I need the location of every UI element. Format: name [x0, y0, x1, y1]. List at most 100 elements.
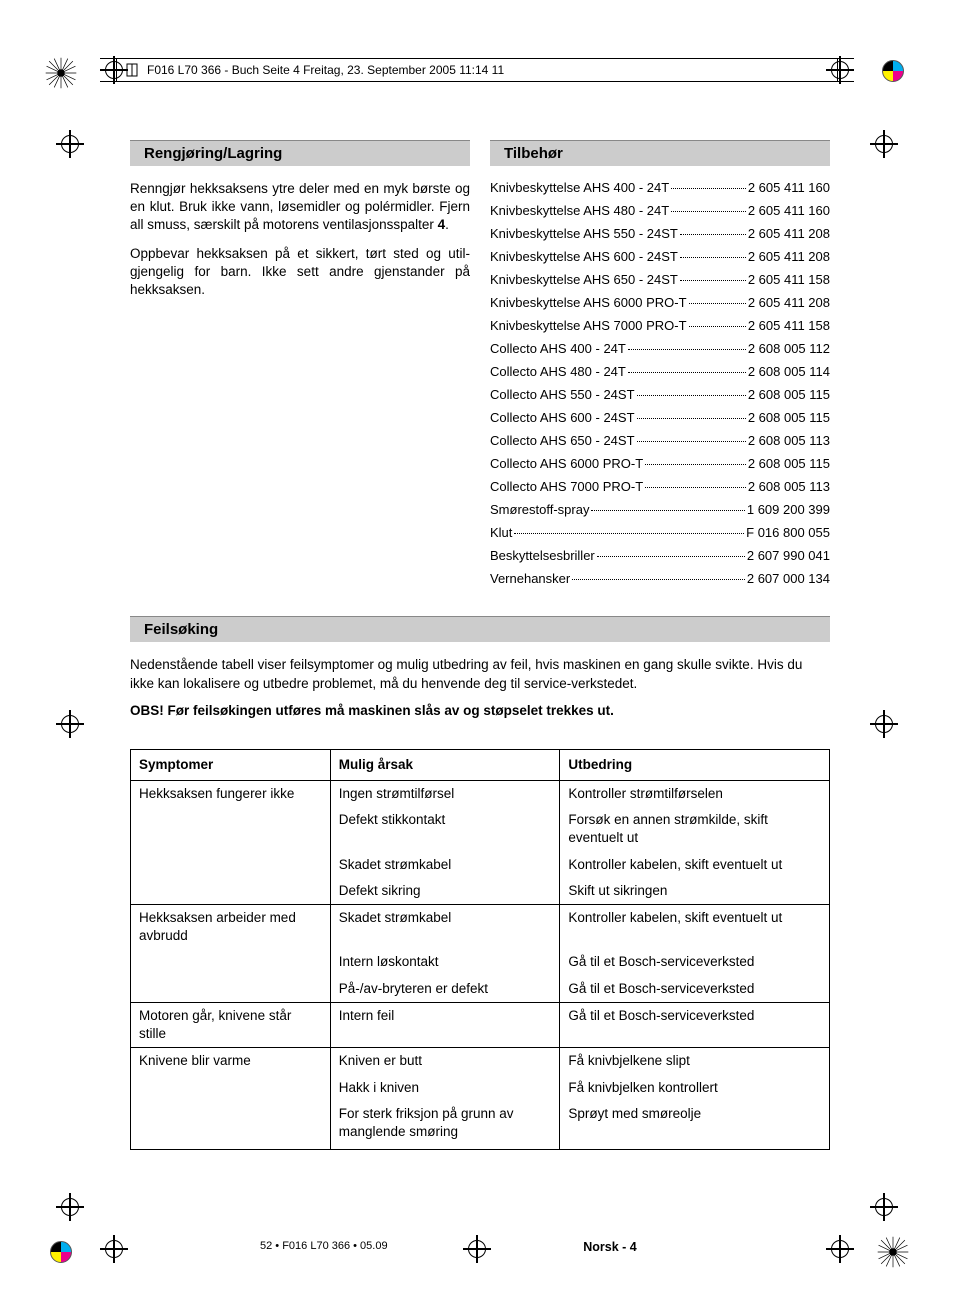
- table-row: På-/av-bryteren er defektGå til et Bosch…: [131, 976, 830, 1003]
- cell-symptom: Knivene blir varme: [131, 1048, 331, 1075]
- leader-dots: [689, 303, 746, 304]
- accessory-row: Knivbeskyttelse AHS 6000 PRO-T 2 605 411 …: [490, 295, 830, 310]
- accessory-number: 2 605 411 158: [748, 318, 830, 333]
- section-header-cleaning: Rengjøring/Lagring: [130, 140, 470, 166]
- leader-dots: [637, 395, 746, 396]
- accessory-name: Vernehansker: [490, 571, 570, 586]
- cell-symptom: Hekksaksen fungerer ikke: [131, 780, 331, 807]
- accessory-row: Vernehansker2 607 000 134: [490, 571, 830, 586]
- footer-left: 52 • F016 L70 366 • 05.09: [260, 1240, 388, 1252]
- leader-dots: [572, 579, 745, 580]
- cleaning-paragraph-2: Oppbevar hekksaksen på et sikkert, tørt …: [130, 245, 470, 300]
- accessory-number: 2 608 005 114: [748, 364, 830, 379]
- accessory-row: Collecto AHS 650 - 24ST2 608 005 113: [490, 433, 830, 448]
- table-row: Defekt sikringSkift ut sikringen: [131, 878, 830, 905]
- leader-dots: [514, 533, 744, 534]
- accessory-number: 2 608 005 113: [748, 479, 830, 494]
- accessory-row: Collecto AHS 550 - 24ST2 608 005 115: [490, 387, 830, 402]
- cell-cause: Skadet strømkabel: [330, 852, 560, 878]
- color-registration-icon: [50, 1241, 72, 1263]
- cell-cause: På-/av-bryteren er defekt: [330, 976, 560, 1003]
- cell-cause: Skadet strømkabel: [330, 904, 560, 949]
- th-symptom: Symptomer: [131, 749, 331, 780]
- accessory-name: Collecto AHS 7000 PRO-T: [490, 479, 643, 494]
- accessory-row: Collecto AHS 7000 PRO-T 2 608 005 113: [490, 479, 830, 494]
- leader-dots: [689, 326, 746, 327]
- cell-symptom: [131, 949, 331, 975]
- accessory-row: Knivbeskyttelse AHS 550 - 24ST 2 605 411 …: [490, 226, 830, 241]
- accessory-name: Collecto AHS 480 - 24T: [490, 364, 626, 379]
- accessory-name: Collecto AHS 400 - 24T: [490, 341, 626, 356]
- book-icon: [125, 62, 141, 78]
- accessory-row: Knivbeskyttelse AHS 400 - 24T2 605 411 1…: [490, 180, 830, 195]
- cell-fix: Få knivbjelkene slipt: [560, 1048, 830, 1075]
- cell-cause: Intern feil: [330, 1002, 560, 1047]
- table-row: Skadet strømkabelKontroller kabelen, ski…: [131, 852, 830, 878]
- cell-fix: Skift ut sikringen: [560, 878, 830, 905]
- accessory-number: 2 608 005 115: [748, 456, 830, 471]
- corner-mark-icon: [44, 56, 78, 90]
- cell-fix: Gå til et Bosch-serviceverksted: [560, 949, 830, 975]
- page-body: Rengjøring/Lagring Renngjør hekksaksens …: [130, 140, 830, 1150]
- troubleshooting-intro: Nedenstående tabell viser feilsymptomer …: [130, 656, 830, 694]
- th-cause: Mulig årsak: [330, 749, 560, 780]
- leader-dots: [637, 418, 746, 419]
- table-row: Knivene blir varmeKniven er buttFå knivb…: [131, 1048, 830, 1075]
- cell-cause: Ingen strømtilførsel: [330, 780, 560, 807]
- leader-dots: [591, 510, 744, 511]
- table-header-row: Symptomer Mulig årsak Utbedring: [131, 749, 830, 780]
- leader-dots: [645, 487, 746, 488]
- accessory-number: 2 605 411 208: [748, 226, 830, 241]
- leader-dots: [637, 441, 746, 442]
- leader-dots: [628, 349, 746, 350]
- crosshair-icon: [56, 130, 84, 158]
- cell-symptom: [131, 1075, 331, 1101]
- crosshair-icon: [870, 130, 898, 158]
- accessory-row: Beskyttelsesbriller2 607 990 041: [490, 548, 830, 563]
- accessory-row: Knivbeskyttelse AHS 480 - 24T2 605 411 1…: [490, 203, 830, 218]
- cell-fix: Sprøyt med smøreolje: [560, 1101, 830, 1150]
- cell-cause: For sterk friksjon på grunn av manglende…: [330, 1101, 560, 1150]
- cell-cause: Kniven er butt: [330, 1048, 560, 1075]
- table-row: For sterk friksjon på grunn av manglende…: [131, 1101, 830, 1150]
- color-registration-icon: [882, 60, 904, 82]
- accessory-number: 2 605 411 160: [748, 203, 830, 218]
- cell-fix: Få knivbjelken kontrollert: [560, 1075, 830, 1101]
- accessory-row: Knivbeskyttelse AHS 7000 PRO-T 2 605 411 …: [490, 318, 830, 333]
- accessory-name: Knivbeskyttelse AHS 6000 PRO-T: [490, 295, 687, 310]
- accessory-name: Knivbeskyttelse AHS 600 - 24ST: [490, 249, 678, 264]
- accessory-number: 2 605 411 160: [748, 180, 830, 195]
- accessory-name: Knivbeskyttelse AHS 7000 PRO-T: [490, 318, 687, 333]
- accessory-name: Collecto AHS 6000 PRO-T: [490, 456, 643, 471]
- accessory-number: 2 605 411 208: [748, 295, 830, 310]
- cell-symptom: [131, 878, 331, 905]
- accessory-name: Collecto AHS 650 - 24ST: [490, 433, 635, 448]
- accessory-name: Knivbeskyttelse AHS 550 - 24ST: [490, 226, 678, 241]
- crosshair-icon: [870, 1193, 898, 1221]
- accessory-number: 2 605 411 208: [748, 249, 830, 264]
- accessory-row: KlutF 016 800 055: [490, 525, 830, 540]
- table-row: Intern løskontaktGå til et Bosch-service…: [131, 949, 830, 975]
- cleaning-paragraph-1: Renngjør hekksaksens ytre deler med en m…: [130, 180, 470, 235]
- cell-fix: Gå til et Bosch-serviceverksted: [560, 1002, 830, 1047]
- accessory-name: Klut: [490, 525, 512, 540]
- troubleshooting-warning: OBS! Før feilsøkingen utføres må maskine…: [130, 702, 830, 721]
- cell-cause: Intern løskontakt: [330, 949, 560, 975]
- cell-cause: Defekt stikkontakt: [330, 807, 560, 851]
- accessory-row: Collecto AHS 480 - 24T 2 608 005 114: [490, 364, 830, 379]
- leader-dots: [680, 280, 746, 281]
- accessory-name: Smørestoff-spray: [490, 502, 589, 517]
- cell-symptom: [131, 852, 331, 878]
- th-fix: Utbedring: [560, 749, 830, 780]
- accessory-row: Knivbeskyttelse AHS 650 - 24ST2 605 411 …: [490, 272, 830, 287]
- cell-fix: Kontroller strømtilførselen: [560, 780, 830, 807]
- cell-symptom: [131, 1101, 331, 1150]
- crosshair-icon: [870, 710, 898, 738]
- table-row: Hekksaksen arbeider med avbruddSkadet st…: [131, 904, 830, 949]
- cell-symptom: [131, 976, 331, 1003]
- crosshair-icon: [56, 1193, 84, 1221]
- cell-fix: Kontroller kabelen, skift eventuelt ut: [560, 852, 830, 878]
- cell-symptom: Hekksaksen arbeider med avbrudd: [131, 904, 331, 949]
- document-header-bar: F016 L70 366 - Buch Seite 4 Freitag, 23.…: [100, 58, 854, 82]
- accessory-row: Smørestoff-spray1 609 200 399: [490, 502, 830, 517]
